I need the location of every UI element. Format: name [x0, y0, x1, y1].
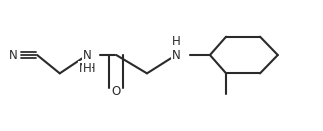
Text: NH: NH	[78, 62, 96, 75]
Text: N: N	[83, 48, 92, 62]
Text: H: H	[172, 35, 181, 48]
Text: N: N	[172, 48, 181, 62]
Text: H: H	[172, 35, 181, 48]
Text: H: H	[83, 62, 92, 75]
Text: N: N	[8, 48, 17, 62]
Text: O: O	[112, 85, 121, 98]
